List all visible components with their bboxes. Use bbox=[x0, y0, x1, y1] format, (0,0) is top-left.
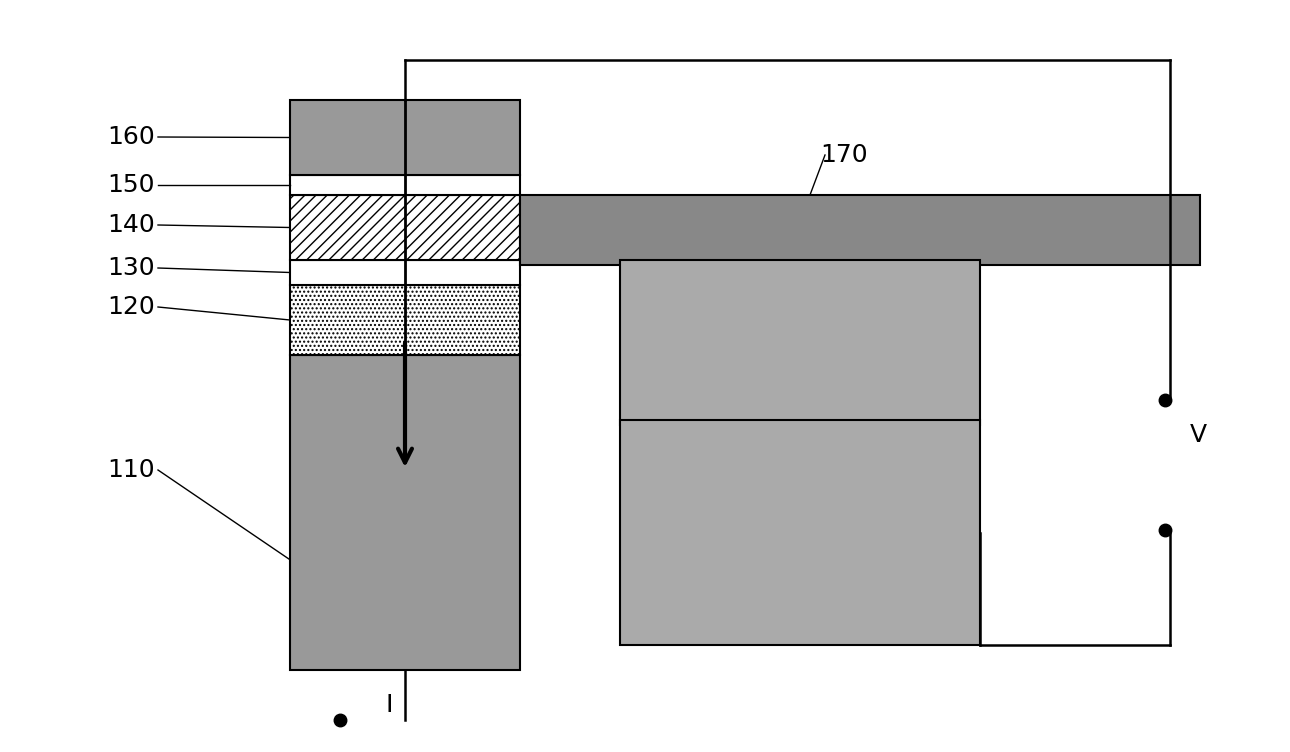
Text: 120: 120 bbox=[107, 295, 155, 319]
Bar bbox=[290, 285, 520, 355]
Bar bbox=[620, 260, 980, 425]
Bar bbox=[290, 175, 520, 195]
Bar bbox=[620, 420, 980, 645]
Text: 160: 160 bbox=[107, 125, 155, 149]
Text: I: I bbox=[384, 693, 392, 717]
Bar bbox=[520, 195, 1200, 265]
Text: 140: 140 bbox=[107, 213, 155, 237]
Bar bbox=[290, 355, 520, 670]
Bar bbox=[290, 260, 520, 285]
Text: V: V bbox=[1189, 423, 1207, 447]
Text: 110: 110 bbox=[107, 458, 155, 482]
Text: 170: 170 bbox=[820, 143, 868, 167]
Text: 130: 130 bbox=[107, 256, 155, 280]
Bar bbox=[290, 195, 520, 260]
Bar bbox=[290, 100, 520, 175]
Text: 150: 150 bbox=[107, 173, 155, 197]
